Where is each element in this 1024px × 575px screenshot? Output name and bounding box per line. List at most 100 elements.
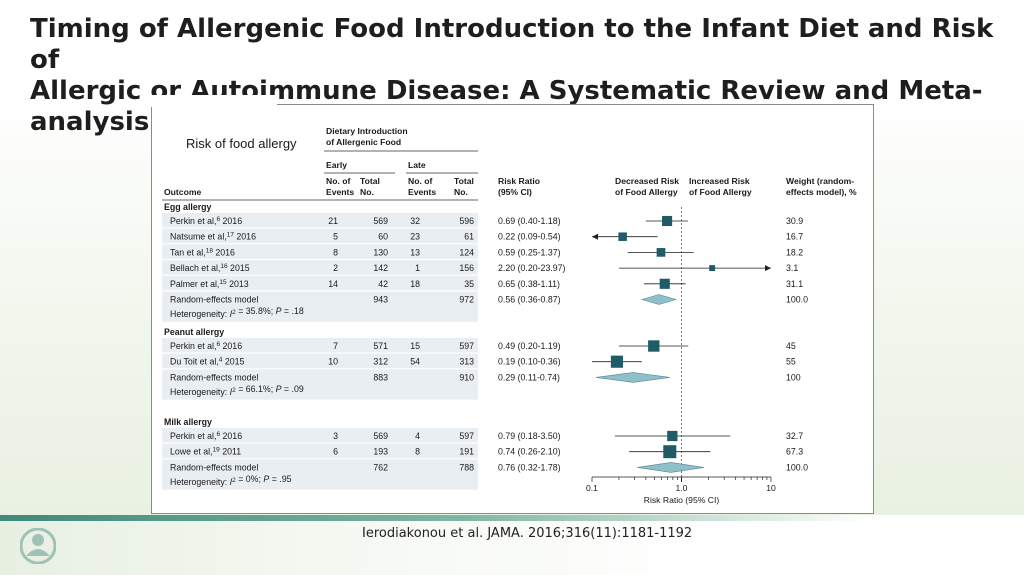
row-band [162, 213, 478, 228]
late-events: 32 [410, 216, 420, 226]
header-increased-2: of Food Allergy [689, 187, 752, 197]
heterogeneity-label: Heterogeneity: I2 = 0%; P = .95 [170, 474, 292, 487]
row-band [162, 428, 478, 443]
heterogeneity-label: Heterogeneity: I2 = 35.8%; P = .18 [170, 306, 304, 319]
point-estimate-marker [663, 445, 677, 459]
header-total-lt-1: Total [454, 176, 474, 186]
risk-ratio-text: 0.19 (0.10-0.36) [498, 357, 561, 367]
point-estimate-marker [610, 355, 624, 368]
study-label: Du Toit et al,4 2015 [170, 357, 244, 367]
early-events: 5 [333, 232, 338, 242]
study-label: Palmer et al,15 2013 [170, 279, 249, 289]
header-rr-2: (95% CI) [498, 187, 532, 197]
study-label: Perkin et al,6 2016 [170, 431, 242, 441]
study-label: Lowe et al,19 2011 [170, 447, 241, 457]
early-total: 130 [373, 247, 388, 257]
row-band [162, 275, 478, 291]
weight-value: 30.9 [786, 216, 803, 226]
late-total: 35 [464, 279, 474, 289]
weight-value: 16.7 [786, 232, 803, 242]
header-events-le-2: Events [408, 187, 436, 197]
early-total: 193 [373, 447, 388, 457]
study-label: Perkin et al,6 2016 [170, 341, 242, 351]
header-events-ee-1: No. of [326, 176, 350, 186]
heterogeneity-label: Heterogeneity: I2 = 66.1%; P = .09 [170, 384, 304, 397]
point-estimate-marker [656, 248, 666, 257]
late-total: 313 [459, 357, 474, 367]
footer-band [0, 515, 1024, 575]
header-rr-1: Risk Ratio [498, 176, 540, 186]
point-estimate-marker [667, 430, 678, 442]
pooled-label: Random-effects model [170, 462, 258, 472]
row-band [162, 244, 478, 259]
risk-ratio-text: 0.22 (0.09-0.54) [498, 232, 561, 242]
header-events-le-1: No. of [408, 176, 432, 186]
row-band-pooled [162, 459, 478, 490]
pooled-weight: 100 [786, 372, 801, 382]
header-total-et-1: Total [360, 176, 380, 186]
ci-arrow-right [765, 265, 771, 272]
pooled-late-total: 972 [459, 295, 474, 305]
pooled-weight: 100.0 [786, 295, 808, 305]
early-total: 569 [373, 216, 388, 226]
late-total: 124 [459, 247, 474, 257]
early-total: 571 [373, 341, 388, 351]
pooled-late-total: 788 [459, 462, 474, 472]
point-estimate-marker [659, 278, 670, 289]
weight-value: 45 [786, 341, 796, 351]
pooled-early-total: 943 [373, 295, 388, 305]
risk-ratio-text: 0.65 (0.38-1.11) [498, 279, 560, 289]
point-estimate-marker [662, 215, 673, 227]
group-label-2: Milk allergy [164, 417, 212, 427]
chart-title: Risk of food allergy [186, 136, 297, 151]
row-band [162, 353, 478, 369]
pooled-risk-ratio-text: 0.56 (0.36-0.87) [498, 295, 561, 305]
forest-plot-panel: Risk of food allergy Dietary Introduction… [151, 104, 874, 514]
row-band-pooled [162, 291, 478, 322]
late-total: 61 [464, 232, 474, 242]
early-events: 3 [333, 431, 338, 441]
row-band [162, 338, 478, 353]
early-total: 60 [378, 232, 388, 242]
header-late: Late [408, 160, 426, 170]
pooled-diamond [637, 462, 704, 473]
risk-ratio-text: 0.49 (0.20-1.19) [498, 341, 561, 351]
pooled-label: Random-effects model [170, 295, 258, 305]
late-events: 4 [415, 431, 420, 441]
header-dietary-line-2: of Allergenic Food [326, 137, 401, 147]
pooled-late-total: 910 [459, 372, 474, 382]
row-band-pooled [162, 369, 478, 400]
pooled-early-total: 762 [373, 462, 388, 472]
x-tick-label: 1.0 [676, 483, 688, 493]
study-label: Tan et al,18 2016 [170, 247, 235, 257]
study-label: Bellach et al,16 2015 [170, 263, 250, 273]
weight-value: 67.3 [786, 447, 803, 457]
pooled-early-total: 883 [373, 372, 388, 382]
weight-value: 55 [786, 357, 796, 367]
early-total: 569 [373, 431, 388, 441]
x-tick-label: 0.1 [586, 483, 598, 493]
header-total-et-2: No. [360, 187, 374, 197]
risk-ratio-text: 0.69 (0.40-1.18) [498, 216, 561, 226]
late-total: 597 [459, 341, 474, 351]
late-events: 8 [415, 447, 420, 457]
forest-plot: Risk of food allergy Dietary Introduction… [162, 126, 857, 505]
citation: Ierodiakonou et al. JAMA. 2016;316(11):1… [362, 526, 693, 541]
title-line-1: Timing of Allergenic Food Introduction t… [30, 14, 994, 75]
panel-notch [151, 95, 277, 107]
early-events: 10 [328, 357, 338, 367]
study-label: Perkin et al,6 2016 [170, 216, 242, 226]
point-estimate-marker [709, 265, 716, 272]
footer-accent-line [0, 515, 1024, 521]
early-events: 21 [328, 216, 338, 226]
risk-ratio-text: 0.74 (0.26-2.10) [498, 447, 561, 457]
early-total: 42 [378, 279, 388, 289]
row-band [162, 228, 478, 244]
late-events: 18 [410, 279, 420, 289]
late-events: 13 [410, 247, 420, 257]
early-events: 7 [333, 341, 338, 351]
risk-ratio-text: 2.20 (0.20-23.97) [498, 263, 566, 273]
header-early: Early [326, 160, 347, 170]
header-weight-1: Weight (random- [786, 176, 854, 186]
early-total: 142 [373, 263, 388, 273]
